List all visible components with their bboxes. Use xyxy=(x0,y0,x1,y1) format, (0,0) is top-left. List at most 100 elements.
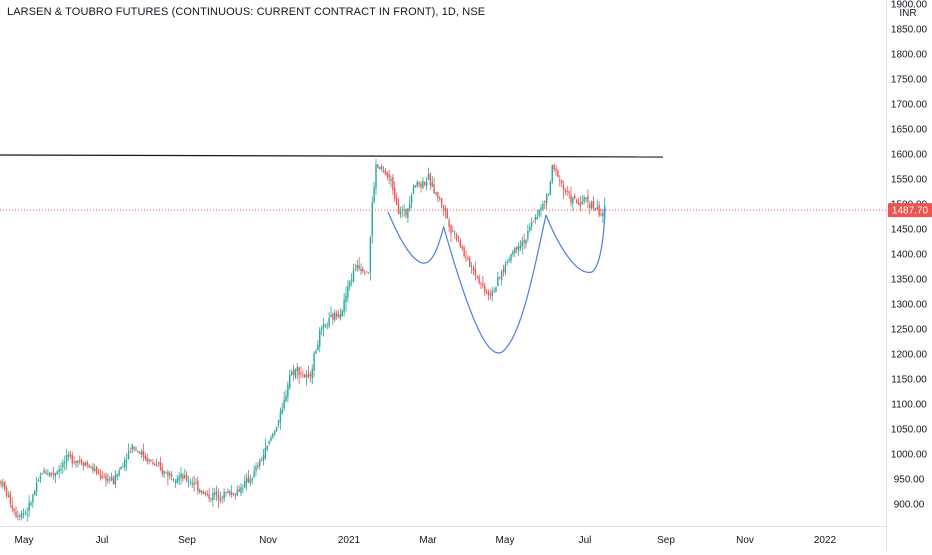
candle-body xyxy=(215,491,218,496)
candle-body xyxy=(343,299,345,313)
candle-body xyxy=(97,472,100,474)
candle-body xyxy=(178,476,180,481)
candle-body xyxy=(67,454,70,457)
candle-body xyxy=(232,493,235,495)
candle-body xyxy=(150,459,152,461)
candle-body xyxy=(270,437,272,441)
price-axis[interactable]: 900.00 950.00 1000.00 1050.00 1100.00 1150.00… xyxy=(891,0,928,511)
candle-body xyxy=(255,466,257,471)
candle-body xyxy=(197,480,199,491)
candle-body xyxy=(572,197,574,204)
candle-body xyxy=(52,472,55,476)
candle-body xyxy=(94,468,96,471)
candle-body xyxy=(191,482,193,484)
candle-body xyxy=(587,195,589,202)
candle-body xyxy=(137,451,139,452)
candle-body xyxy=(259,460,261,467)
candle-body xyxy=(534,217,537,221)
candle-body xyxy=(223,491,225,499)
candle-body xyxy=(227,491,229,494)
candle-body xyxy=(566,190,568,192)
candle-body xyxy=(47,474,49,476)
candle-body xyxy=(54,473,57,477)
candle-body xyxy=(592,200,595,208)
head-curve[interactable] xyxy=(443,214,547,354)
candle-body xyxy=(266,445,268,450)
candle-body xyxy=(39,475,42,479)
candle-body xyxy=(547,193,550,195)
candle-body xyxy=(600,214,602,216)
candle-body xyxy=(152,462,154,464)
candle-body xyxy=(390,178,392,181)
candle-body xyxy=(103,475,105,477)
candle-body xyxy=(424,182,426,186)
candle-body xyxy=(180,473,182,478)
candle-body xyxy=(493,290,495,292)
candle-body xyxy=(521,241,523,247)
candle-body xyxy=(322,324,325,329)
price-tick-label: 1300.00 xyxy=(891,300,928,311)
candle-body xyxy=(557,170,559,177)
candle-body xyxy=(9,493,12,505)
candle-body xyxy=(127,451,130,460)
price-tick-label: 1050.00 xyxy=(891,425,928,436)
candle-body xyxy=(450,224,452,234)
candle-body xyxy=(281,409,283,414)
candle-body xyxy=(562,185,565,191)
left-shoulder-curve[interactable] xyxy=(387,211,445,264)
candle-body xyxy=(319,329,321,347)
candle-body xyxy=(568,191,570,194)
candle-body xyxy=(313,353,315,371)
candle-body xyxy=(405,208,407,216)
candle-body xyxy=(480,283,482,285)
candle-body xyxy=(500,271,503,280)
candle-body xyxy=(28,502,30,511)
candle-body xyxy=(238,489,240,492)
candle-body xyxy=(379,166,381,170)
candle-body xyxy=(392,177,394,191)
price-tick-label: 1850.00 xyxy=(891,25,928,36)
candle-body xyxy=(422,181,424,189)
candle-body xyxy=(148,459,150,461)
candle-body xyxy=(309,374,312,376)
candle-body xyxy=(425,181,428,187)
candle-body xyxy=(26,513,28,515)
candle-body xyxy=(356,265,358,269)
candle-body xyxy=(394,187,396,200)
candle-body xyxy=(474,269,477,276)
candle-body xyxy=(124,459,126,468)
candle-body xyxy=(206,493,208,495)
candle-body xyxy=(11,505,13,509)
candle-body xyxy=(22,512,25,515)
candle-body xyxy=(277,420,280,426)
candle-body xyxy=(418,182,420,185)
candle-body xyxy=(304,374,306,378)
price-tick-label: 1100.00 xyxy=(891,400,927,411)
candle-body xyxy=(339,314,342,319)
candle-body xyxy=(35,482,38,492)
candle-body xyxy=(236,490,238,496)
candle-body xyxy=(523,240,525,243)
candle-body xyxy=(527,231,529,240)
price-tick-label: 1200.00 xyxy=(891,350,928,361)
candle-body xyxy=(60,468,62,470)
price-tick-label: 1900.00 xyxy=(891,0,928,11)
candle-body xyxy=(247,475,250,484)
candle-body xyxy=(290,371,293,375)
candle-body xyxy=(463,247,465,257)
candle-body xyxy=(564,190,567,192)
candle-body xyxy=(20,513,23,518)
time-axis[interactable]: May Jul Sep Nov 2021 Mar May Jul Sep Nov 2022 xyxy=(15,535,837,546)
candle-body xyxy=(275,426,278,431)
candle-body xyxy=(172,479,175,481)
right-shoulder-curve[interactable] xyxy=(545,207,606,273)
candle-body xyxy=(399,211,402,215)
candle-body xyxy=(478,276,480,284)
candle-body xyxy=(99,474,102,478)
candle-body xyxy=(242,489,244,490)
horizontal-trend-line[interactable] xyxy=(0,154,664,158)
candle-body xyxy=(79,460,81,462)
candle-body xyxy=(112,477,115,485)
candle-body xyxy=(484,285,486,293)
